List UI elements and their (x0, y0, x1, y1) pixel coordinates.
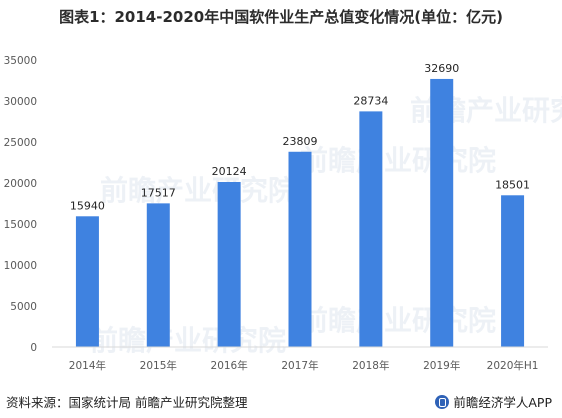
bar-value-label: 18501 (495, 178, 530, 191)
x-tick-label: 2017年 (281, 359, 318, 372)
chart-title: 图表1：2014-2020年中国软件业生产总值变化情况(单位：亿元) (59, 8, 503, 26)
x-axis: 2014年 2015年 2016年 2017年 2018年 2019年 2020年H1 (52, 346, 548, 372)
y-tick-label: 25000 (4, 137, 37, 149)
y-axis: 0 5000 10000 15000 20000 25000 30000 35000 (4, 55, 37, 354)
bar-value-label: 20124 (212, 165, 247, 178)
bar (146, 203, 170, 347)
bar-value-label: 32690 (424, 62, 459, 75)
x-tick-label: 2018年 (352, 359, 389, 372)
bar-value-label: 23809 (283, 135, 318, 148)
y-tick-label: 30000 (4, 96, 37, 108)
y-tick-label: 0 (30, 342, 37, 354)
bar (75, 216, 99, 347)
y-tick-label: 15000 (4, 219, 37, 231)
x-tick-label: 2019年 (423, 359, 460, 372)
x-tick-label: 2020年H1 (487, 359, 539, 372)
bar (359, 111, 383, 348)
bar-value-label: 17517 (141, 186, 176, 199)
x-tick-label: 2015年 (140, 359, 177, 372)
bars: 15940 17517 20124 23809 28734 32690 18501 (70, 62, 530, 348)
x-tick-label: 2014年 (69, 359, 106, 372)
brand-logo-icon (435, 394, 450, 409)
watermark-layer: 前瞻产业研究院前瞻产业研究院前瞻产业研究院前瞻产业研究院前瞻产业研究院 (90, 94, 562, 357)
y-tick-label: 35000 (4, 55, 37, 67)
bar-value-label: 28734 (353, 94, 388, 107)
brand: 前瞻经济学人APP (435, 392, 552, 411)
bar (217, 181, 241, 347)
bar-value-label: 15940 (70, 199, 105, 212)
brand-text: 前瞻经济学人APP (453, 395, 552, 410)
bar (501, 195, 525, 347)
watermark-text: 前瞻产业研究院 (90, 324, 286, 357)
watermark-text: 前瞻产业研究院 (300, 304, 496, 337)
watermark-text: 前瞻产业研究院 (100, 174, 296, 207)
x-tick-label: 2016年 (211, 359, 248, 372)
y-tick-label: 5000 (10, 301, 37, 313)
bar (430, 78, 454, 347)
y-tick-label: 20000 (4, 178, 37, 190)
bar (288, 151, 312, 347)
y-tick-label: 10000 (4, 260, 37, 272)
watermark-text: 前瞻产业研究院 (300, 144, 496, 177)
footer: 资料来源：国家统计局 前瞻产业研究院整理 前瞻经济学人APP (6, 388, 556, 412)
source-text: 资料来源：国家统计局 前瞻产业研究院整理 (6, 395, 248, 410)
